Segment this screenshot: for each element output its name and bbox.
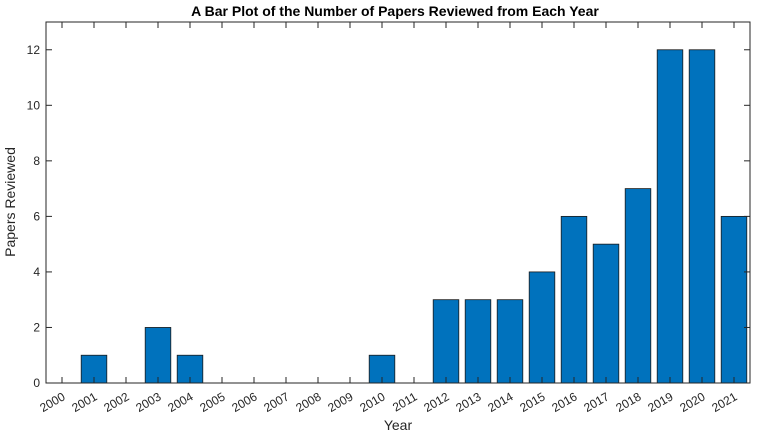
x-tick-label: 2007 xyxy=(261,389,291,415)
x-tick-label: 2015 xyxy=(517,389,547,415)
x-tick-label: 2010 xyxy=(357,389,387,415)
plot-frame xyxy=(45,21,751,384)
bar-2015 xyxy=(528,271,556,384)
y-tick-label: 0 xyxy=(33,376,40,390)
bar-2012 xyxy=(432,299,460,384)
chart-title: A Bar Plot of the Number of Papers Revie… xyxy=(191,3,599,19)
bar-2013 xyxy=(464,299,492,384)
x-tick-label: 2021 xyxy=(709,389,739,415)
x-tick-label: 2017 xyxy=(581,389,611,415)
x-tick-label: 2003 xyxy=(133,389,163,415)
x-tick-label: 2013 xyxy=(453,389,483,415)
x-tick-label: 2004 xyxy=(165,389,195,415)
x-tick-label: 2005 xyxy=(197,389,227,415)
x-tick-label: 2000 xyxy=(37,389,67,415)
bar-2016 xyxy=(560,215,588,384)
bar-2019 xyxy=(656,49,684,384)
bars-group xyxy=(80,49,748,384)
x-tick-label: 2019 xyxy=(645,389,675,415)
y-tick-label: 10 xyxy=(27,98,41,112)
x-tick-label: 2008 xyxy=(293,389,323,415)
bar-2003 xyxy=(144,327,172,384)
bar-2014 xyxy=(496,299,524,384)
y-tick-label: 4 xyxy=(33,265,40,279)
y-tick-label: 12 xyxy=(27,43,41,57)
bar-2020 xyxy=(688,49,716,384)
x-tick-label: 2006 xyxy=(229,389,259,415)
y-tick-label: 8 xyxy=(33,154,40,168)
x-axis-label: Year xyxy=(384,417,413,433)
x-tick-label: 2012 xyxy=(421,389,451,415)
x-tick-label: 2016 xyxy=(549,389,579,415)
x-tick-label: 2014 xyxy=(485,389,515,415)
y-ticks-group: 0 2 4 6 8 10 12 xyxy=(27,43,750,390)
x-tick-label: 2011 xyxy=(390,389,420,414)
y-axis-label: Papers Reviewed xyxy=(2,147,18,257)
x-tick-label: 2009 xyxy=(325,389,355,415)
y-tick-label: 6 xyxy=(33,209,40,223)
y-tick-label: 2 xyxy=(33,320,40,334)
x-tick-label: 2002 xyxy=(101,389,131,415)
bar-2018 xyxy=(624,188,652,384)
bar-2021 xyxy=(720,215,748,384)
x-tick-label: 2018 xyxy=(613,389,643,415)
axes-group xyxy=(45,21,751,384)
x-tick-label: 2020 xyxy=(677,389,707,415)
x-tick-label: 2001 xyxy=(69,389,99,415)
bar-2017 xyxy=(592,243,620,384)
